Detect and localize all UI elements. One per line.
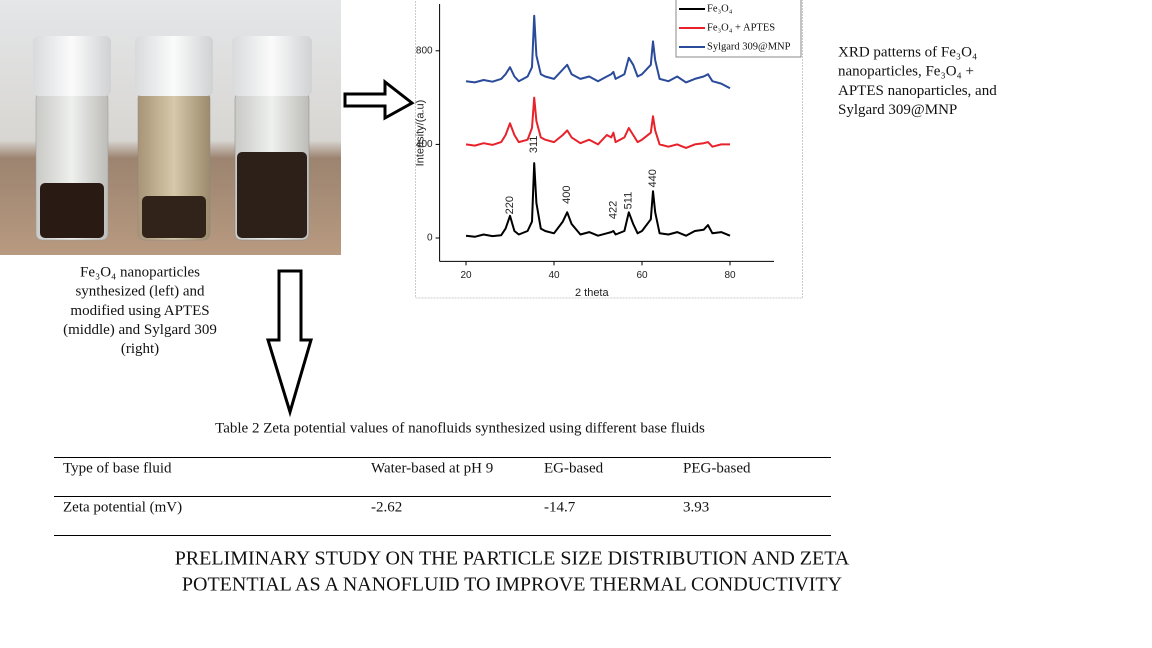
text-layer: Fe₃O₄ nanoparticles synthesized (left) an… bbox=[63, 44, 997, 595]
peak-label: 311 bbox=[528, 136, 540, 154]
y-axis-label: Intensity/(a.u) bbox=[415, 100, 427, 167]
table-header: PEG-based bbox=[683, 460, 751, 476]
xrd-chart: 0 400 800 20 40 60 80 2 theta Intensity/(a.u) 220… bbox=[415, 0, 802, 299]
x-tick-label: 80 bbox=[724, 270, 736, 281]
x-axis-label: 2 theta bbox=[575, 287, 610, 299]
peak-label: 400 bbox=[561, 186, 573, 204]
photo-caption: (right) bbox=[121, 341, 159, 357]
xrd-caption: nanoparticles, Fe₃O₄ + bbox=[838, 64, 974, 80]
photo-caption: modified using APTES bbox=[70, 303, 209, 319]
x-tick-label: 60 bbox=[636, 270, 648, 281]
table-cell: -14.7 bbox=[544, 499, 576, 515]
legend-label: Fe₃O₄ + APTES bbox=[707, 22, 775, 33]
photo-caption: (middle) and Sylgard 309 bbox=[63, 322, 217, 338]
chart-frame bbox=[415, 0, 803, 299]
x-tick-label: 40 bbox=[548, 270, 560, 281]
peak-label: 440 bbox=[647, 169, 659, 187]
y-tick-label: 800 bbox=[416, 45, 433, 56]
photo-caption: Fe₃O₄ nanoparticles bbox=[80, 264, 200, 280]
xrd-line bbox=[465, 14, 731, 90]
table-cell: -2.62 bbox=[371, 499, 402, 515]
table-header: Water-based at pH 9 bbox=[371, 460, 493, 476]
table-cell: 3.93 bbox=[683, 499, 709, 515]
title: POTENTIAL AS A NANOFLUID TO IMPROVE THER… bbox=[182, 574, 842, 596]
table-cell: Zeta potential (mV) bbox=[63, 499, 182, 515]
peak-label: 422 bbox=[607, 201, 619, 219]
xrd-line bbox=[465, 162, 731, 238]
vials-photo bbox=[0, 0, 341, 255]
xrd-caption: XRD patterns of Fe₃O₄ bbox=[838, 44, 977, 60]
peak-label: 220 bbox=[504, 196, 516, 214]
title: PRELIMINARY STUDY ON THE PARTICLE SIZE D… bbox=[175, 548, 850, 570]
right-arrow bbox=[343, 78, 415, 121]
xrd-caption: Sylgard 309@MNP bbox=[838, 102, 957, 118]
peak-label: 511 bbox=[623, 192, 635, 210]
y-tick-label: 400 bbox=[416, 139, 433, 150]
table-header: EG-based bbox=[544, 460, 604, 476]
x-tick-label: 20 bbox=[460, 270, 472, 281]
legend-label: Fe₃O₄ bbox=[707, 3, 733, 14]
table-caption: Table 2 Zeta potential values of nanoflu… bbox=[215, 420, 705, 436]
y-tick-label: 0 bbox=[427, 233, 433, 244]
down-arrow bbox=[265, 269, 313, 418]
xrd-line bbox=[465, 96, 730, 149]
legend-label: Sylgard 309@MNP bbox=[707, 41, 791, 52]
xrd-caption: APTES nanoparticles, and bbox=[838, 83, 997, 99]
photo-caption: synthesized (left) and bbox=[75, 284, 205, 300]
table-header: Type of base fluid bbox=[63, 460, 172, 476]
